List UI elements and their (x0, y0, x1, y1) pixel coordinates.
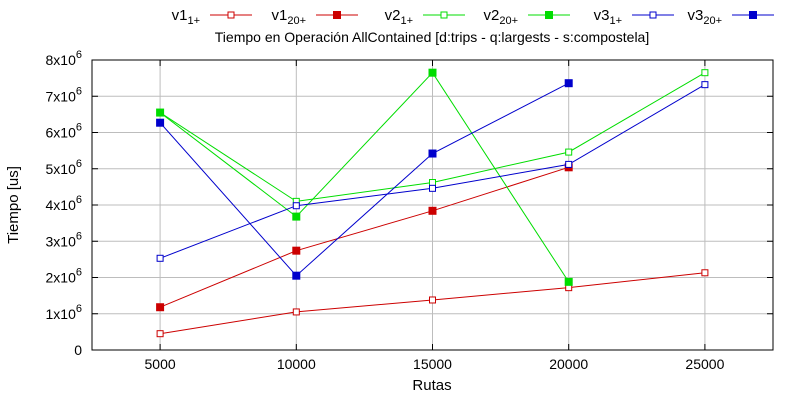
series-v1-1+ (156, 269, 709, 338)
legend-item: v320+ (687, 7, 774, 27)
data-point (156, 118, 165, 127)
x-tick-label: 15000 (413, 356, 452, 372)
data-point (156, 330, 164, 338)
series-v1-20+ (156, 163, 573, 312)
legend-item: v120+ (271, 7, 358, 27)
data-point (292, 308, 300, 316)
series-line (159, 82, 569, 277)
data-point (564, 79, 573, 88)
y-tick-label: 6x106 (46, 122, 82, 141)
series-line (159, 71, 570, 283)
data-point (156, 303, 165, 312)
legend-marker (440, 11, 448, 19)
data-point (429, 296, 436, 304)
data-point (565, 160, 573, 168)
series-v3-20+ (156, 79, 573, 280)
y-tick-label: 3x106 (46, 230, 82, 249)
series-v2-20+ (156, 68, 573, 286)
data-point (292, 202, 300, 210)
legend-marker (545, 11, 553, 19)
legend-label: v120+ (271, 7, 306, 27)
y-tick-label: 5x106 (46, 158, 82, 177)
data-point (428, 149, 437, 158)
legend-label: v31+ (594, 7, 622, 27)
legend-label: v11+ (172, 7, 200, 27)
legend-marker (749, 11, 757, 19)
legend-marker (649, 11, 657, 19)
y-axis-label: Tiempo [us] (5, 166, 22, 244)
data-point (701, 69, 709, 77)
axis-ticks: 0 1x106 2x106 3x106 4x106 5x106 6x106 7x106 8x10… (46, 49, 773, 372)
legend-item: v21+ (385, 7, 465, 27)
y-tick-label: 7x106 (46, 85, 82, 104)
y-tick-label: 2x106 (46, 267, 82, 286)
data-point (428, 206, 437, 215)
data-point (292, 271, 301, 280)
data-point (564, 277, 573, 286)
legend-item: v31+ (594, 7, 674, 27)
legend-item: v220+ (483, 7, 570, 27)
legend-marker (227, 11, 235, 19)
data-point (156, 254, 164, 262)
x-tick-label: 10000 (277, 356, 316, 372)
data-point (292, 246, 301, 255)
series-v3-1+ (156, 81, 709, 262)
data-point (701, 81, 709, 89)
grid (92, 60, 773, 350)
legend: v11+ v120+ v21+ v220+ v31+ v320+ (172, 7, 774, 27)
data-point (701, 269, 709, 277)
x-tick-label: 25000 (685, 356, 724, 372)
y-tick-label: 4x106 (46, 194, 82, 213)
x-tick-label: 5000 (145, 356, 176, 372)
series-layer (156, 68, 709, 338)
legend-item: v11+ (172, 7, 252, 27)
legend-label: v21+ (385, 7, 413, 27)
legend-marker (333, 11, 341, 19)
chart-title: Tiempo en Operación AllContained [d:trip… (215, 29, 649, 45)
x-axis-label: Rutas (412, 377, 451, 394)
x-tick-label: 20000 (549, 356, 588, 372)
legend-label: v220+ (483, 7, 518, 27)
data-point (156, 108, 165, 117)
y-tick-label: 0 (74, 342, 82, 358)
data-point (428, 68, 437, 77)
data-point (429, 184, 436, 192)
data-point (565, 148, 573, 156)
legend-label: v320+ (687, 7, 722, 27)
series-line (159, 166, 569, 308)
data-point (429, 179, 436, 187)
y-tick-label: 8x106 (46, 49, 82, 68)
data-point (292, 212, 301, 221)
y-tick-label: 1x106 (46, 303, 82, 322)
